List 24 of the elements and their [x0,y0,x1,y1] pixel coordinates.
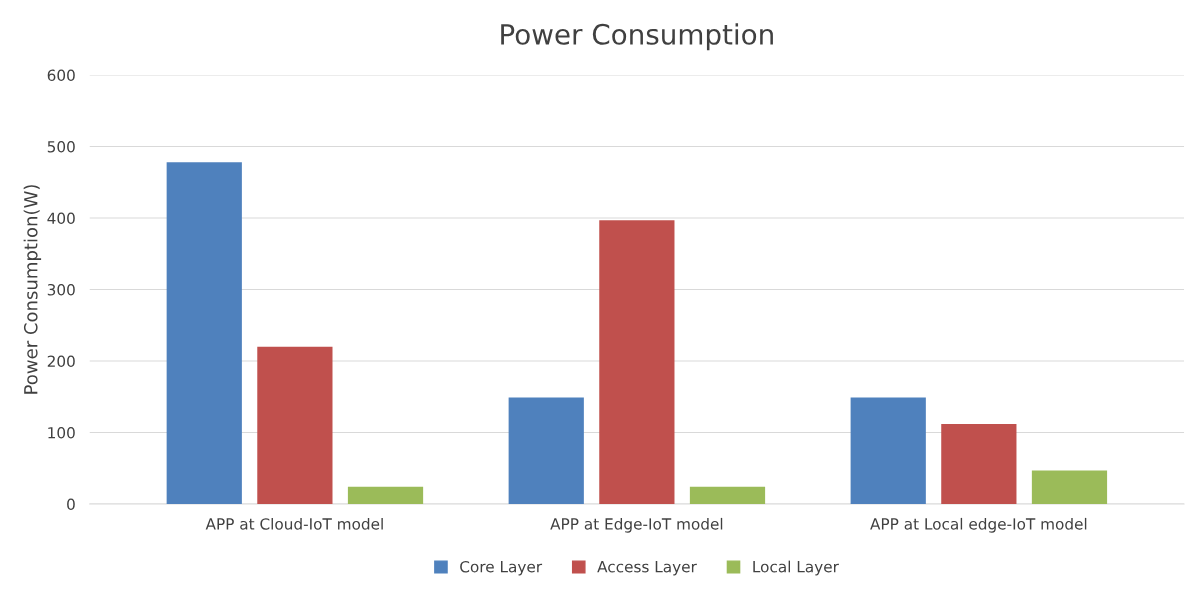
bar [166,162,242,504]
y-tick-label: 400 [47,212,75,225]
legend-label: Core Layer [460,560,543,576]
legend-label: Local Layer [753,560,839,576]
y-tick-label: 500 [47,140,75,153]
y-axis-title: Power Consumption(W) [23,185,42,394]
bar [850,397,926,504]
x-tick-label: APP at Edge-IoT model [550,517,723,533]
x-tick-label: APP at Local edge-IoT model [870,517,1087,533]
bar [941,423,1017,504]
bar [689,486,766,504]
y-tick-label: 300 [47,283,75,296]
legend-label: Access Layer [597,561,697,576]
y-tick-label: 200 [47,355,75,368]
bar [1031,470,1108,504]
chart-title: Power Consumption [501,23,773,51]
bar [508,397,584,504]
y-tick-label: 0 [67,498,75,511]
y-tick-label: 100 [48,426,75,439]
x-tick-label: APP at Cloud-IoT model [205,517,383,530]
bar [599,220,675,504]
bar [257,346,333,504]
bar [347,486,424,504]
y-tick-label: 600 [47,69,75,82]
